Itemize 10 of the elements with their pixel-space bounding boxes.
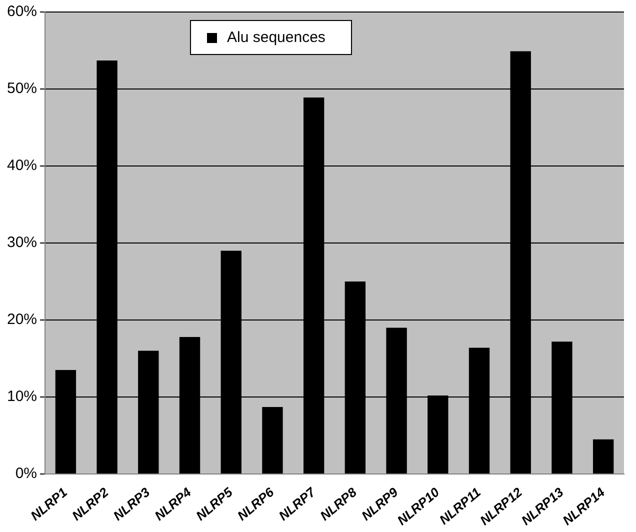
y-tick-label: 30%	[6, 234, 38, 252]
y-tick-label: 50%	[6, 80, 38, 98]
y-tick-label: 60%	[6, 3, 38, 20]
bar	[262, 407, 283, 474]
bar	[592, 439, 614, 474]
y-tick-label: 20%	[6, 311, 38, 328]
legend-label: Alu sequences	[227, 29, 326, 46]
y-tick-label: 40%	[6, 157, 38, 174]
y-tick-label: 0%	[15, 465, 38, 482]
y-tick-label: 10%	[6, 388, 38, 406]
